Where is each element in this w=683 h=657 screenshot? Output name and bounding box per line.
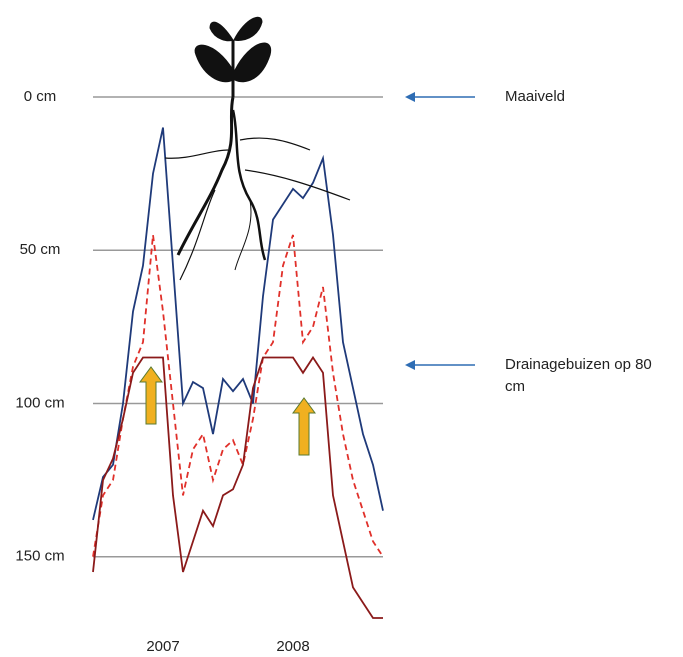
arrows	[140, 92, 475, 455]
y-tick-label: 0 cm	[24, 88, 57, 105]
annotation: Drainagebuizen op 80 cm	[505, 354, 675, 398]
lines-layer	[93, 128, 383, 618]
plant	[165, 17, 350, 280]
page: 0 cm 50 cm 100 cm 150 cm 2007 2008 Maaiveld D…	[0, 0, 683, 657]
annotation: Maaiveld	[505, 86, 675, 108]
y-tick-label: 150 cm	[15, 548, 64, 565]
series-line	[93, 235, 383, 557]
series-line	[93, 128, 383, 520]
x-tick-label: 2007	[146, 638, 179, 655]
y-tick-label: 50 cm	[20, 241, 61, 258]
x-tick-label: 2008	[276, 638, 309, 655]
series-line	[93, 358, 383, 619]
y-tick-label: 100 cm	[15, 394, 64, 411]
